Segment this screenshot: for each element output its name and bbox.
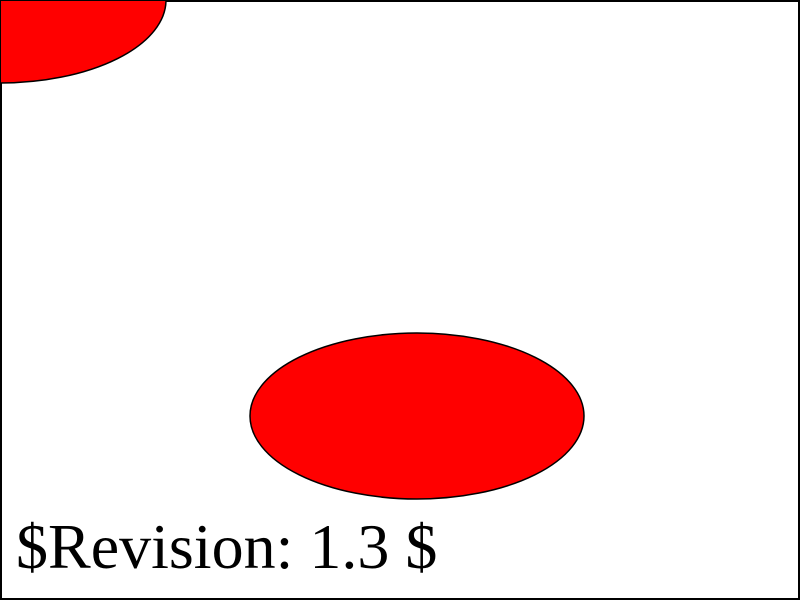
revision-label: $Revision: 1.3 $ [16, 511, 437, 582]
corner-ellipse [1, 1, 167, 84]
center-ellipse [249, 332, 585, 500]
